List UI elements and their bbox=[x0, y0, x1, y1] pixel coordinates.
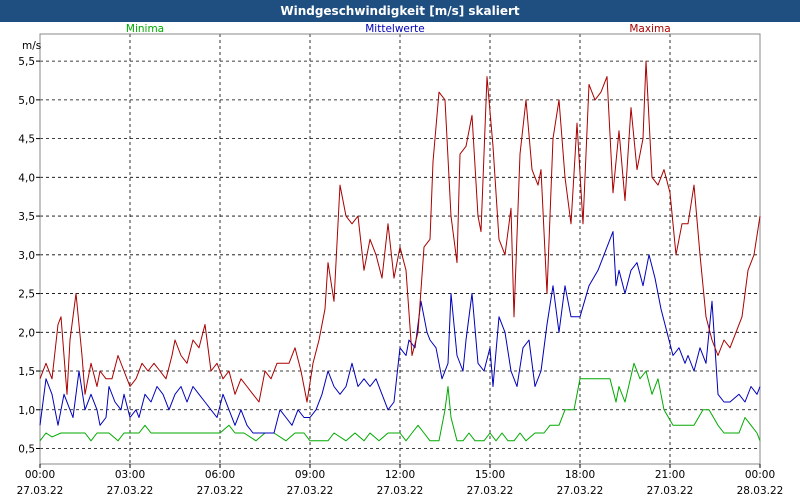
y-tick-label: 0,5 bbox=[18, 444, 35, 456]
x-tick-date-label: 27.03.22 bbox=[287, 485, 334, 497]
x-tick-date-label: 27.03.22 bbox=[647, 485, 694, 497]
y-tick-label: 3,5 bbox=[18, 211, 35, 223]
y-tick-label: 4,5 bbox=[18, 134, 35, 146]
x-tick-time-label: 00:00 bbox=[745, 469, 775, 481]
y-tick-label: 4,0 bbox=[18, 172, 35, 184]
x-tick-time-label: 06:00 bbox=[205, 469, 235, 481]
x-tick-date-label: 27.03.22 bbox=[467, 485, 514, 497]
chart-canvas: 0,5 1,0 1,5 2,0 2,5 3,0 3,5 4,0 4,5 5,0 5,5 00:00 2… bbox=[17, 23, 784, 497]
series-line-maxima bbox=[39, 60, 761, 403]
legend-entry-maxima: Maxima bbox=[629, 23, 670, 35]
x-tick-date-label: 27.03.22 bbox=[17, 485, 64, 497]
y-tick-label: 2,0 bbox=[18, 327, 35, 339]
x-tick-time-label: 12:00 bbox=[385, 469, 415, 481]
y-axis-label: m/s bbox=[22, 40, 41, 52]
x-tick-time-label: 15:00 bbox=[475, 469, 505, 481]
x-tick-time-label: 00:00 bbox=[25, 469, 55, 481]
title-bar: Windgeschwindigkeit [m/s] skaliert bbox=[0, 0, 800, 22]
x-tick-date-label: 28.03.22 bbox=[737, 485, 784, 497]
legend: Minima Mittelwerte Maxima bbox=[126, 23, 671, 35]
x-tick-time-label: 09:00 bbox=[295, 469, 325, 481]
legend-entry-minima: Minima bbox=[126, 23, 164, 35]
series-line-mittelwerte bbox=[39, 231, 761, 434]
y-tick-label: 1,0 bbox=[18, 405, 35, 417]
x-tick-time-label: 18:00 bbox=[565, 469, 595, 481]
y-axis: 0,5 1,0 1,5 2,0 2,5 3,0 3,5 4,0 4,5 5,0 5,5 bbox=[18, 56, 40, 456]
y-tick-label: 5,5 bbox=[18, 56, 35, 68]
y-tick-label: 5,0 bbox=[18, 95, 35, 107]
x-tick-date-label: 27.03.22 bbox=[557, 485, 604, 497]
y-tick-label: 2,5 bbox=[18, 289, 35, 301]
x-tick-date-label: 27.03.22 bbox=[197, 485, 244, 497]
y-tick-label: 1,5 bbox=[18, 366, 35, 378]
y-tick-label: 3,0 bbox=[18, 250, 35, 262]
legend-entry-mittelwerte: Mittelwerte bbox=[365, 23, 425, 35]
x-tick-date-label: 27.03.22 bbox=[107, 485, 154, 497]
series-group bbox=[39, 60, 761, 442]
x-tick-time-label: 21:00 bbox=[655, 469, 685, 481]
series-line-minima bbox=[39, 362, 761, 442]
x-axis: 00:00 27.03.22 03:00 27.03.22 06:00 27.03.22 0… bbox=[17, 464, 784, 497]
x-tick-time-label: 03:00 bbox=[115, 469, 145, 481]
x-tick-date-label: 27.03.22 bbox=[377, 485, 424, 497]
